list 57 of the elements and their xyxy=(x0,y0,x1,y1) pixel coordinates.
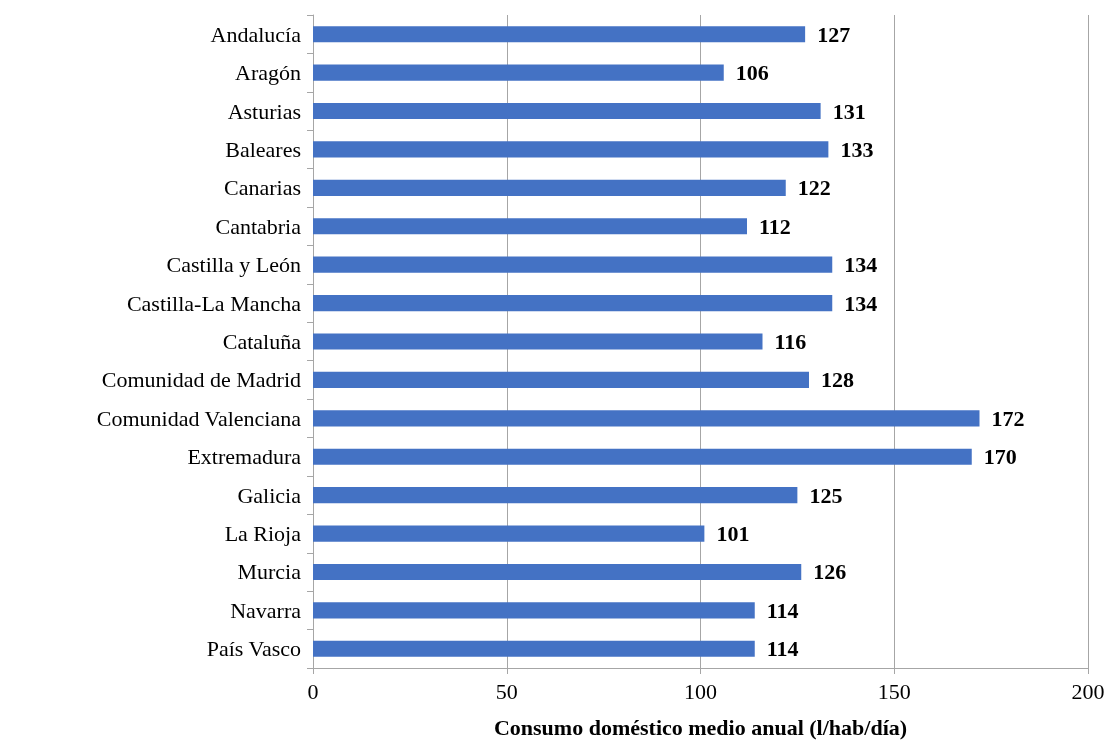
bar xyxy=(313,295,833,312)
x-tick-label: 200 xyxy=(1071,678,1105,704)
x-tick-label: 100 xyxy=(684,678,717,704)
data-label: 125 xyxy=(809,482,843,508)
x-axis-title: Consumo doméstico medio anual (l/hab/día) xyxy=(493,714,908,740)
data-label: 134 xyxy=(844,252,878,278)
data-label: 134 xyxy=(844,290,878,316)
y-tick-label: Comunidad de Madrid xyxy=(101,367,301,393)
bar xyxy=(313,410,980,427)
y-tick-label: Andalucía xyxy=(210,21,302,47)
bar xyxy=(313,525,705,542)
y-tick-label: Canarias xyxy=(224,175,301,201)
data-label: 114 xyxy=(766,597,799,623)
bar xyxy=(313,256,833,273)
data-label: 172 xyxy=(991,405,1025,431)
bar xyxy=(313,487,798,504)
bar xyxy=(313,448,972,465)
y-tick-label: País Vasco xyxy=(206,636,301,662)
bar xyxy=(313,102,821,120)
y-tick-label: Asturias xyxy=(227,98,301,124)
data-label: 131 xyxy=(832,98,866,124)
x-tick-label: 0 xyxy=(307,678,319,704)
data-label: 106 xyxy=(735,60,769,86)
bar xyxy=(313,563,802,581)
data-label: 114 xyxy=(766,636,799,662)
data-label: 126 xyxy=(813,559,847,585)
y-tick-label: La Rioja xyxy=(224,521,302,547)
y-tick-label: Comunidad Valenciana xyxy=(96,405,302,431)
bar xyxy=(313,602,755,619)
data-label: 127 xyxy=(817,21,851,47)
y-tick-label: Castilla y León xyxy=(166,252,301,278)
y-tick-label: Navarra xyxy=(230,597,302,623)
y-tick-label: Galicia xyxy=(237,482,302,508)
y-tick-label: Murcia xyxy=(237,559,302,585)
y-tick-label: Castilla-La Mancha xyxy=(126,290,302,316)
x-tick-label: 50 xyxy=(495,678,518,704)
data-label: 170 xyxy=(983,444,1017,470)
data-label: 101 xyxy=(716,521,750,547)
data-label: 122 xyxy=(797,175,831,201)
x-tick-label: 150 xyxy=(877,678,911,704)
bar xyxy=(313,218,747,235)
y-tick-label: Extremadura xyxy=(187,444,302,470)
data-label: 112 xyxy=(759,213,791,239)
bar xyxy=(313,64,724,81)
y-tick-label: Aragón xyxy=(235,60,301,86)
bar xyxy=(313,141,829,158)
bar xyxy=(313,333,763,350)
y-tick-label: Cataluña xyxy=(222,329,302,354)
bar xyxy=(313,371,809,388)
data-label: 133 xyxy=(840,136,874,162)
y-tick-label: Cantabria xyxy=(215,213,302,239)
data-label: 116 xyxy=(774,329,807,354)
data-label: 128 xyxy=(821,367,854,393)
bar xyxy=(313,26,806,43)
y-tick-label: Baleares xyxy=(225,136,301,162)
bar xyxy=(313,640,755,657)
bar xyxy=(313,179,786,196)
